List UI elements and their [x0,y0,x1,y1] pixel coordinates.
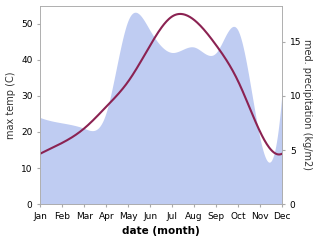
X-axis label: date (month): date (month) [122,227,200,236]
Y-axis label: med. precipitation (kg/m2): med. precipitation (kg/m2) [302,39,313,170]
Y-axis label: max temp (C): max temp (C) [5,71,16,139]
